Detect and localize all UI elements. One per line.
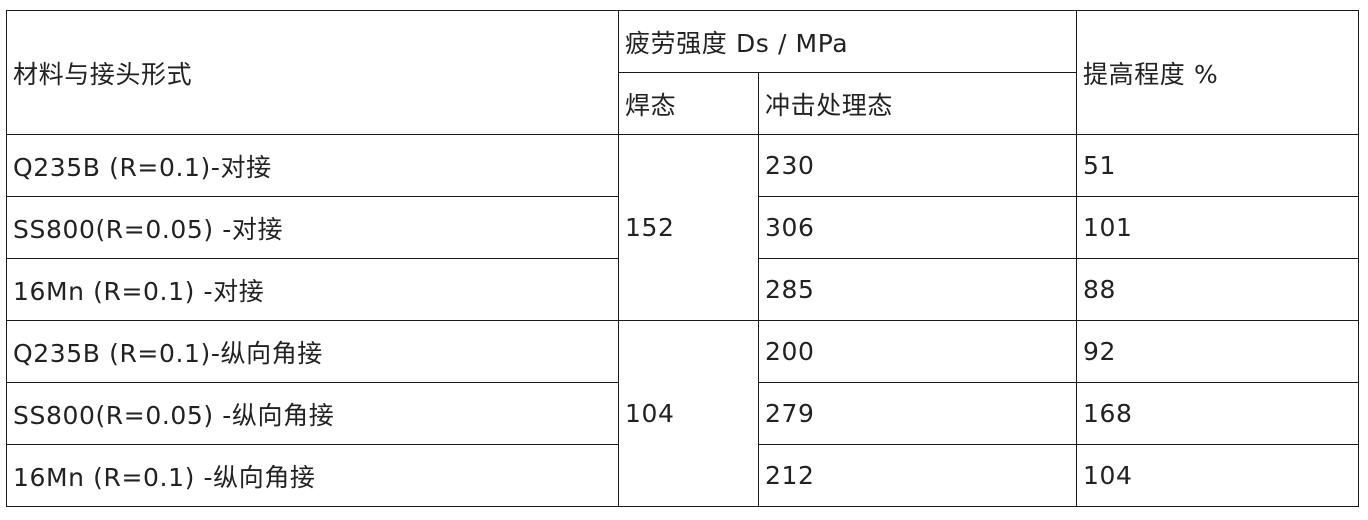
cell-material: Q235B (R=0.1)-对接 [6,134,619,197]
header-row-2: 焊态 冲击处理态 [7,72,1359,135]
cell-material: SS800(R=0.05) -纵向角接 [6,382,619,445]
cell-as-welded: 152 [618,134,759,321]
cell-impact-treated: 200 [758,320,1077,383]
fatigue-table-container: 材料与接头形式 疲劳强度 Ds / MPa 提高程度 % 焊态 冲击处理态 Q2… [6,10,1359,507]
cell-improvement: 88 [1076,258,1359,321]
header-impact-treated: 冲击处理态 [758,72,1077,135]
cell-impact-treated: 285 [758,258,1077,321]
cell-impact-treated: 279 [758,382,1077,445]
cell-improvement: 168 [1076,382,1359,445]
cell-improvement: 101 [1076,196,1359,259]
table-row: Q235B (R=0.1)-对接 152 230 51 [6,134,1359,321]
cell-material: Q235B (R=0.1)-纵向角接 [6,320,619,383]
header-material: 材料与接头形式 [6,10,619,135]
header-row-1: 材料与接头形式 疲劳强度 Ds / MPa 提高程度 % [6,10,1359,135]
header-improvement: 提高程度 % [1076,10,1359,135]
header-as-welded: 焊态 [618,72,759,135]
fatigue-strength-table: 材料与接头形式 疲劳强度 Ds / MPa 提高程度 % 焊态 冲击处理态 Q2… [6,10,1359,507]
cell-impact-treated: 306 [758,196,1077,259]
cell-impact-treated: 212 [758,444,1077,507]
cell-material: 16Mn (R=0.1) -纵向角接 [6,444,619,507]
table-row: SS800(R=0.05) -纵向角接 279 168 [6,382,1359,445]
cell-material: 16Mn (R=0.1) -对接 [6,258,619,321]
header-fatigue-strength: 疲劳强度 Ds / MPa [618,10,1077,73]
cell-material: SS800(R=0.05) -对接 [6,196,619,259]
table-row: Q235B (R=0.1)-纵向角接 104 200 92 [6,320,1359,507]
cell-improvement: 51 [1076,134,1359,197]
cell-as-welded: 104 [618,320,759,507]
table-row: 16Mn (R=0.1) -纵向角接 212 104 [6,444,1359,507]
cell-improvement: 92 [1076,320,1359,383]
cell-impact-treated: 230 [758,134,1077,197]
cell-improvement: 104 [1076,444,1359,507]
